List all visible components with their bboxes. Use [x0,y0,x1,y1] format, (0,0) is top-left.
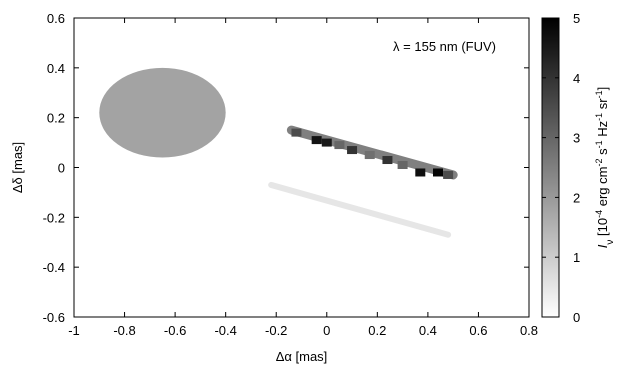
emission-peak [334,141,345,150]
feature-ellipse [99,67,226,158]
emission-peak [347,146,358,155]
y-tick-label: 0 [58,161,65,176]
y-tick-label: 0.6 [47,11,65,26]
x-tick-label: -0.6 [164,323,186,338]
x-tick-label: -0.2 [265,323,287,338]
emission-peak [291,128,302,137]
x-tick-label: 0.6 [469,323,487,338]
colorbar-gradient [541,17,560,318]
emission-peak [311,136,322,145]
emission-peak [382,156,393,165]
x-tick-label: 0.4 [419,323,437,338]
plot-area [73,17,530,318]
colorbar-tick-label: 3 [573,131,580,146]
y-axis: -0.6 -0.4 -0.2 0 0.2 0.4 0.6 [43,11,529,325]
emission-peaks [291,128,454,179]
y-tick-label: -0.2 [43,210,65,225]
x-tick-label: 0 [323,323,330,338]
emission-peak [321,138,332,147]
plot-frame [73,17,530,318]
emission-peak [415,168,426,177]
x-tick-label: -0.8 [113,323,135,338]
x-tick-label: -0.4 [214,323,236,338]
y-tick-label: 0.2 [47,111,65,126]
feature-band [268,181,452,238]
colorbar-ticks: 0 1 2 3 4 5 [542,11,580,325]
colorbar-tick-label: 5 [573,11,580,26]
x-tick-label: 0.2 [368,323,386,338]
y-tick-label: 0.4 [47,61,65,76]
colorbar-label: Iν [10-4 erg cm-2 s-1 Hz-1 sr-1] [594,87,616,248]
colorbar-tick-label: 2 [573,190,580,205]
x-axis-label: Δα [mas] [276,349,328,364]
colorbar: 0 1 2 3 4 5 Iν [10-4 erg cm-2 s-1 Hz-1 sr-1] [541,11,616,325]
emission-features [99,67,458,238]
x-tick-label: -1 [68,323,80,338]
y-axis-label: Δδ [mas] [10,142,25,193]
wavelength-annotation: λ = 155 nm (FUV) [393,39,496,54]
colorbar-tick-label: 0 [573,310,580,325]
colorbar-tick-label: 1 [573,250,580,265]
y-tick-label: -0.4 [43,260,65,275]
colorbar-tick-label: 4 [573,71,580,86]
x-tick-label: 0.8 [520,323,538,338]
y-tick-label: -0.6 [43,310,65,325]
emission-peak [397,161,408,170]
emission-peak [443,170,454,179]
emission-peak [364,151,375,160]
x-axis: -1 -0.8 -0.6 -0.4 -0.2 0 0.2 0.4 0.6 0.8 [68,18,538,338]
emission-peak [433,168,443,177]
